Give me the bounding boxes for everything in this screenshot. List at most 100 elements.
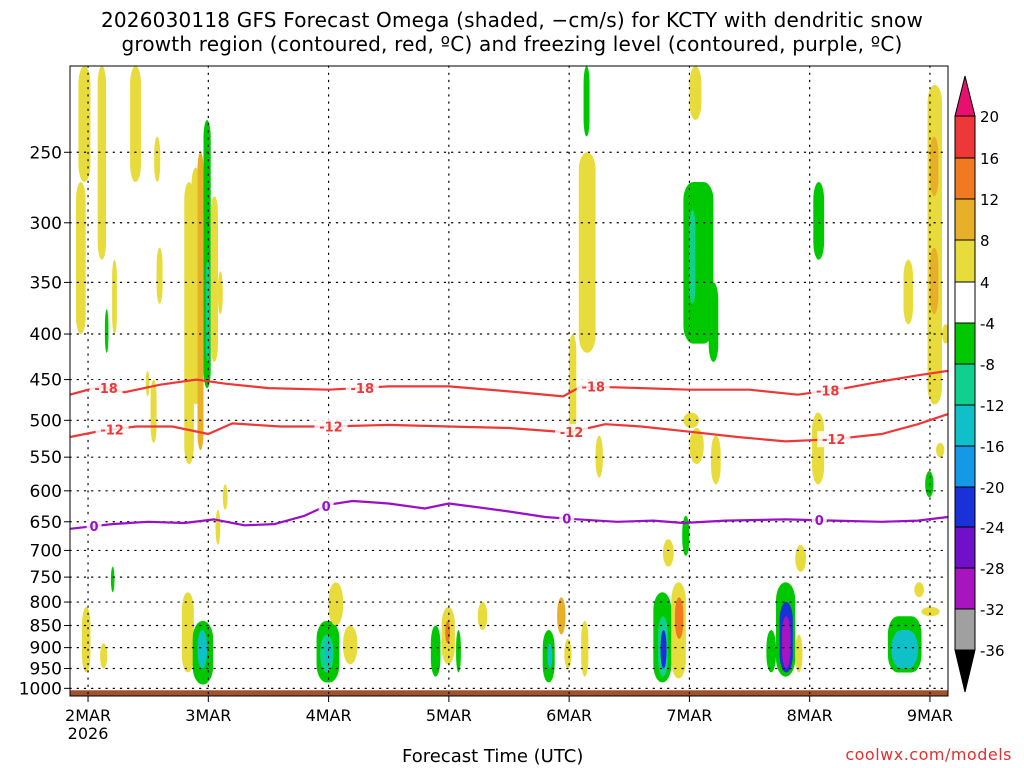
contour-label-bg-0-2 [576, 378, 610, 395]
colorbar-box-6 [954, 363, 976, 406]
omega-cell-57 [711, 435, 721, 485]
omega-cell-62 [795, 634, 803, 673]
contour-label-1-3: -12 [822, 433, 846, 448]
y-tick-label-700: 700 [30, 541, 62, 561]
y-tick-label-350: 350 [30, 273, 62, 293]
omega-cell-65 [813, 182, 825, 260]
y-tick-label-900: 900 [30, 639, 62, 659]
contour-label-1-0: -12 [100, 423, 124, 438]
omega-cell-56 [689, 427, 704, 465]
colorbar-box-3 [954, 239, 976, 283]
contour-label-2-3: 0 [815, 514, 824, 529]
omega-cell-27 [324, 638, 331, 665]
omega-cell-68 [914, 582, 924, 598]
colorbar-box-2 [954, 198, 976, 241]
contour-label-bg-0-1 [345, 379, 379, 396]
omega-cell-6 [150, 379, 157, 443]
omega-cell-9 [145, 370, 150, 397]
colorbar-box-1 [954, 157, 976, 200]
omega-cell-19 [110, 566, 115, 593]
omega-cell-4 [130, 66, 141, 183]
x-tick-label-5: 7MAR [666, 706, 712, 725]
colorbar-label-7: -12 [980, 397, 1005, 415]
omega-cell-51 [689, 66, 702, 121]
omega-cell-60 [782, 616, 791, 669]
ground-layer [70, 690, 948, 696]
y-tick-label-950: 950 [30, 660, 62, 680]
colorbar: 20 16 12 8 4 -4 -8 -12 -16 -20 -24 -28 -32 -36 [954, 75, 1005, 693]
x-axis-title: Forecast Time (UTC) [402, 746, 584, 767]
colorbar-box-11 [954, 567, 976, 610]
colorbar-label-13: -36 [980, 642, 1005, 660]
y-axis: 250 300 350 400 450 500 550 600 650 700 750 800 850 9… [19, 143, 70, 699]
y-tick-label-500: 500 [30, 411, 62, 431]
omega-cell-5 [154, 136, 161, 183]
grid-layer [69, 65, 949, 697]
contour-label-bg-1-0 [95, 421, 129, 438]
colorbar-box-4 [954, 281, 976, 324]
contour-label-bg-0-0 [89, 379, 123, 396]
contour-label-bg-1-3 [817, 431, 851, 448]
omega-cell-17 [215, 509, 221, 545]
omega-cell-7 [156, 247, 163, 304]
omega-cell-1 [76, 182, 86, 335]
y-tick-label-250: 250 [30, 143, 62, 163]
omega-cell-14 [205, 259, 210, 362]
colorbar-label-5: -4 [980, 315, 995, 333]
colorbar-box-8 [954, 445, 976, 488]
omega-cell-36 [547, 643, 553, 669]
x-tick-label-1: 3MAR [185, 706, 231, 725]
y-tick-label-300: 300 [30, 214, 62, 234]
colorbar-box-7 [954, 404, 976, 447]
colorbar-label-3: 8 [980, 232, 990, 250]
contour-label-bg-2-1 [318, 497, 334, 514]
contour-line-2 [70, 499, 948, 530]
colorbar-label-6: -8 [980, 356, 995, 374]
omega-cell-24 [197, 630, 208, 669]
plot-frame [69, 65, 949, 697]
contour-layer: -18 -18 -18 -18 -12 -12 -12 -12 0 0 0 0 [70, 369, 948, 535]
omega-cell-61 [766, 630, 777, 673]
y-tick-label-750: 750 [30, 568, 62, 588]
omega-cell-39 [581, 620, 589, 677]
omega-cell-49 [662, 539, 674, 567]
omega-cell-20 [82, 606, 91, 673]
contour-label-bg-2-3 [811, 512, 827, 529]
omega-cell-8 [104, 309, 109, 353]
omega-cell-18 [222, 484, 228, 510]
omega-cell-71 [929, 136, 939, 197]
ground-strip [70, 690, 948, 696]
omega-cell-53 [689, 209, 696, 304]
contour-label-1-2: -12 [560, 426, 584, 441]
y-tick-label-650: 650 [30, 513, 62, 533]
omega-cell-16 [217, 271, 223, 315]
omega-cell-28 [343, 625, 358, 665]
omega-cell-48 [674, 597, 684, 639]
x-tick-sublabel-0: 2026 [68, 724, 109, 743]
omega-cell-67 [891, 630, 918, 669]
colorbar-label-9: -20 [980, 479, 1005, 497]
omega-cell-46 [660, 630, 667, 669]
x-tick-label-4: 6MAR [546, 706, 592, 725]
omega-cell-34 [477, 602, 488, 631]
contour-label-bg-2-2 [559, 510, 575, 527]
colorbar-top-arrow [954, 75, 976, 117]
omega-cell-64 [812, 412, 825, 485]
omega-cell-54 [708, 282, 719, 362]
omega-cell-15 [210, 196, 218, 362]
credit-link[interactable]: coolwx.com/models [845, 745, 1012, 764]
omega-cell-75 [935, 442, 945, 458]
chart-title-line-2: growth region (contoured, red, ºC) and f… [121, 32, 903, 56]
contour-label-0-3: -18 [816, 385, 840, 400]
omega-cell-76 [925, 470, 934, 498]
colorbar-label-2: 12 [980, 191, 999, 209]
colorbar-box-0 [954, 115, 976, 159]
x-tick-label-0: 2MAR [65, 706, 111, 725]
omega-cell-2 [97, 66, 107, 260]
colorbar-label-11: -28 [980, 560, 1005, 578]
colorbar-bottom-arrow [954, 649, 976, 693]
x-tick-label-6: 8MAR [787, 706, 833, 725]
x-tick-label-2: 4MAR [306, 706, 352, 725]
omega-cell-43 [595, 435, 603, 478]
